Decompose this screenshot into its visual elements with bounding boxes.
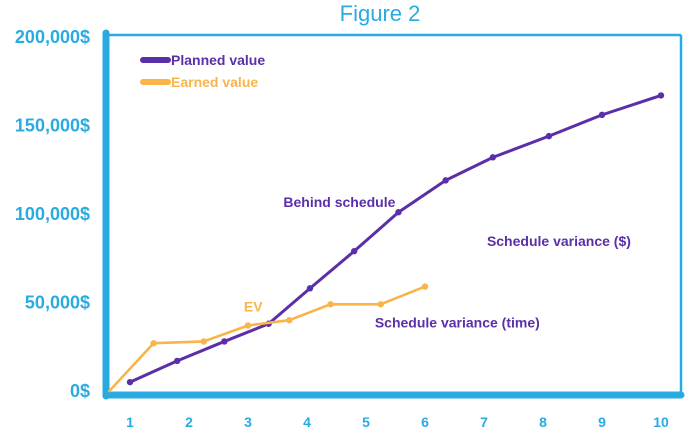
data-point	[327, 301, 334, 308]
y-tick-labels: 0$ 50,000$ 100,000$ 150,000$ 200,000$	[15, 27, 90, 401]
x-tick-label: 5	[362, 414, 370, 430]
x-tick-label: 9	[598, 414, 606, 430]
data-point	[286, 317, 293, 324]
annotations: Behind schedule Schedule variance ($) Sche…	[244, 194, 631, 330]
x-tick-label: 8	[539, 414, 547, 430]
series-planned-value	[126, 92, 665, 386]
data-point	[657, 92, 665, 99]
data-point	[150, 340, 157, 347]
legend-label: Planned value	[171, 52, 265, 68]
data-point	[598, 111, 606, 119]
data-point	[306, 285, 314, 292]
x-tick-label: 6	[421, 414, 429, 430]
data-point	[489, 154, 497, 161]
annotation-label: Schedule variance (time)	[375, 314, 540, 330]
chart-title: Figure 2	[340, 1, 421, 26]
legend: Planned value Earned value	[140, 52, 265, 90]
data-point	[421, 283, 429, 290]
legend-label: Earned value	[171, 74, 258, 90]
y-tick-label: 0$	[70, 381, 90, 401]
data-point	[351, 247, 358, 255]
y-tick-label: 100,000$	[15, 204, 90, 224]
data-point	[221, 338, 228, 345]
data-point	[395, 209, 402, 216]
data-point	[200, 338, 207, 345]
series-line-planned-value	[128, 93, 663, 384]
data-point	[174, 357, 181, 365]
annotation-label: EV	[244, 298, 263, 314]
x-tick-label: 1	[126, 414, 134, 430]
data-point	[377, 301, 384, 308]
data-point	[545, 132, 553, 140]
data-point	[442, 177, 449, 184]
data-point	[244, 322, 252, 329]
x-tick-label: 2	[185, 414, 193, 430]
data-point	[126, 378, 134, 386]
series-earned-value	[108, 283, 429, 393]
x-tick-label: 4	[303, 414, 311, 430]
y-tick-label: 50,000$	[25, 293, 90, 313]
x-tick-label: 7	[480, 414, 488, 430]
y-tick-label: 150,000$	[15, 116, 90, 136]
y-tick-label: 200,000$	[15, 27, 90, 47]
annotation-label: Behind schedule	[283, 194, 395, 210]
annotation-label: Schedule variance ($)	[487, 233, 631, 249]
series-layer	[108, 92, 665, 393]
x-tick-label: 3	[244, 414, 252, 430]
x-tick-labels: 1 2 3 4 5 6 7 8 9 10	[126, 414, 669, 430]
chart-axes	[102, 29, 685, 400]
series-line-earned-value	[108, 285, 427, 393]
x-tick-label: 10	[653, 414, 669, 430]
